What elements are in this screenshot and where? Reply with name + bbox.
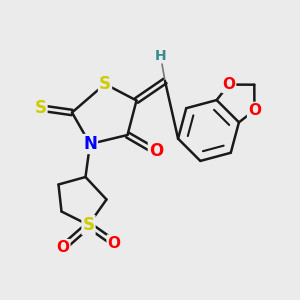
Text: S: S	[82, 216, 94, 234]
Text: H: H	[155, 49, 166, 62]
Text: S: S	[99, 75, 111, 93]
Text: O: O	[222, 77, 235, 92]
Text: S: S	[34, 99, 46, 117]
Text: O: O	[107, 236, 121, 250]
Text: O: O	[56, 240, 70, 255]
Text: O: O	[248, 103, 261, 118]
Text: O: O	[149, 142, 163, 160]
Text: N: N	[83, 135, 97, 153]
